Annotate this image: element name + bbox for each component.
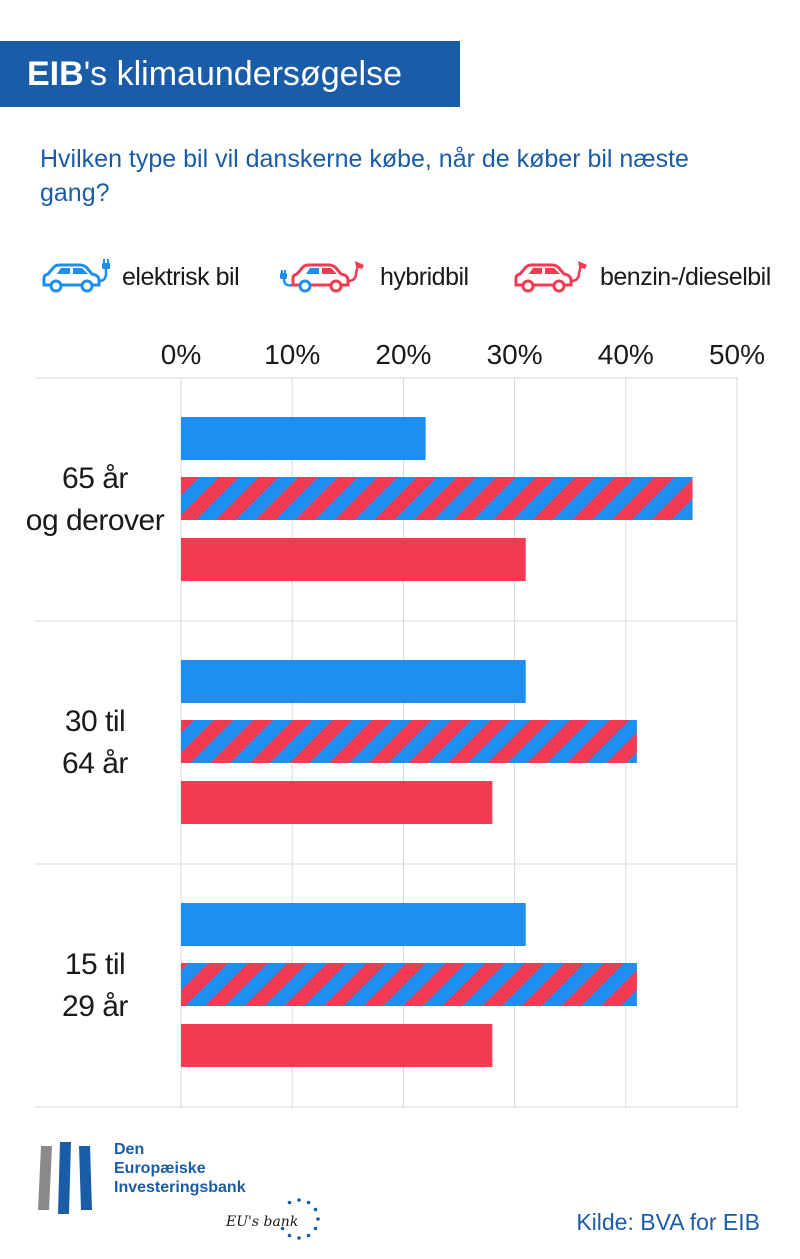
source-note: Kilde: BVA for EIB <box>576 1209 760 1235</box>
title-bold: EIB <box>27 54 84 93</box>
legend-item-hybrid: hybridbil <box>280 255 469 299</box>
category-label: 30 til 64 år <box>10 701 180 785</box>
x-tick-label: 10% <box>264 339 320 370</box>
bar-electric <box>181 417 426 460</box>
category-label-line: og derover <box>25 503 165 537</box>
legend: elektrisk bil hybridbil benzin-/dieselbi… <box>0 255 800 299</box>
bar-hybrid <box>181 963 637 1006</box>
category-label-line: 15 til <box>64 947 126 981</box>
category-label: 65 år og derover <box>10 458 180 542</box>
bar-hybrid <box>181 720 637 763</box>
bar-layer <box>181 417 693 1067</box>
bank-name-line: Investeringsbank <box>114 1179 246 1196</box>
legend-item-petrol: benzin-/dieselbil <box>512 255 771 299</box>
bar-chart: 0% 10% 20% 30% 40% 50% <box>35 339 765 1108</box>
x-tick-label: 0% <box>161 339 201 370</box>
category-label-line: 65 år <box>62 461 128 495</box>
bar-petrol <box>181 538 526 581</box>
hybrid-car-icon <box>280 261 364 293</box>
tick-label-layer: 0% 10% 20% 30% 40% 50% <box>161 339 765 370</box>
legend-item-electric: elektrisk bil <box>40 255 240 299</box>
legend-label-petrol: benzin-/dieselbil <box>600 262 771 291</box>
x-tick-label: 20% <box>375 339 431 370</box>
category-label-line: 64 år <box>62 746 128 780</box>
bank-name-line: Europæiske <box>114 1160 206 1177</box>
legend-label-hybrid: hybridbil <box>380 262 469 291</box>
electric-car-icon <box>42 259 110 293</box>
bar-electric <box>181 903 526 946</box>
eib-logo-icon <box>38 1142 92 1214</box>
title-banner: EIB's klimaundersøgelse <box>0 41 460 107</box>
tagline: EU's bank <box>226 1214 299 1230</box>
category-label: 15 til 29 år <box>10 944 180 1028</box>
bar-hybrid <box>181 477 693 520</box>
category-label-line: 29 år <box>62 989 128 1023</box>
x-tick-label: 50% <box>709 339 765 370</box>
legend-label-electric: elektrisk bil <box>122 262 240 291</box>
x-tick-label: 40% <box>598 339 654 370</box>
bar-petrol <box>181 781 493 824</box>
bar-petrol <box>181 1024 493 1067</box>
bank-name: Den Europæiske Investeringsbank <box>114 1140 246 1197</box>
bank-name-line: Den <box>114 1141 145 1158</box>
category-label-line: 30 til <box>64 704 126 738</box>
chart-question: Hvilken type bil vil danskerne købe, når… <box>40 145 689 207</box>
petrol-car-icon <box>514 261 587 293</box>
title-rest: 's klimaundersøgelse <box>83 54 402 93</box>
eu-stars-icon <box>280 1198 320 1240</box>
x-tick-label: 30% <box>487 339 543 370</box>
bar-electric <box>181 660 526 703</box>
